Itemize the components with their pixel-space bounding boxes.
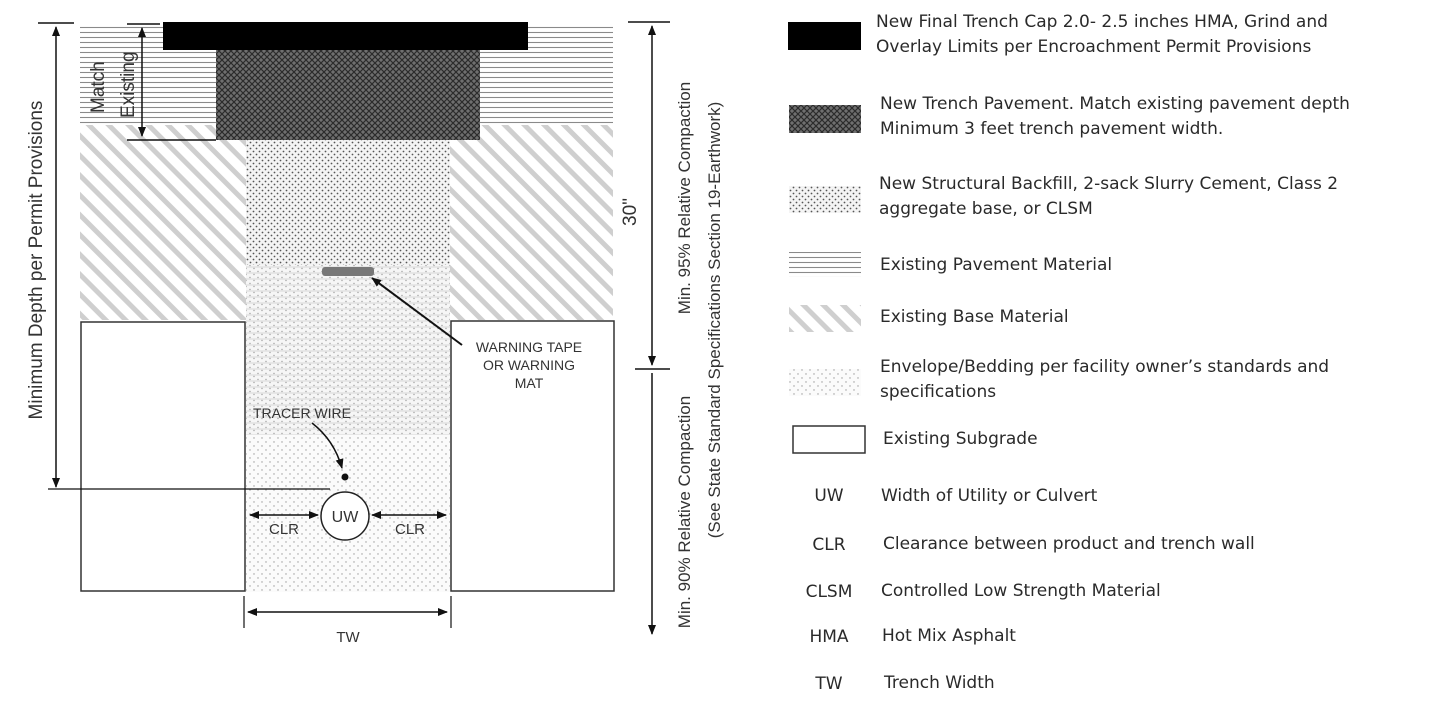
utility-pipe [320,491,370,541]
warning-tape [322,267,374,276]
tracer-wire-dot [341,473,349,481]
legend-swatch-existing-pavement [789,252,861,277]
existing-subgrade-right [450,320,615,592]
new-trench-pavement [216,50,480,140]
existing-base-left [80,125,246,320]
existing-base-right [450,125,613,320]
warning-line1: WARNING TAPE [476,339,582,355]
spec-note-label: (See State Standard Specifications Secti… [705,102,724,539]
legend-swatch-structural-backfill [789,186,861,213]
tw-label: TW [336,629,360,646]
uw-label: UW [332,509,360,526]
legend-swatch-subgrade [792,425,866,454]
existing-label: Existing [118,51,139,118]
clr-right-label: CLR [395,521,425,538]
match-label: Match [88,61,109,113]
compaction-90-label: Min. 90% Relative Compaction [675,396,694,628]
legend-swatch-existing-base [789,305,861,332]
tracer-wire-label: TRACER WIRE [253,405,351,421]
warning-line2: OR WARNING [483,357,575,373]
compaction-95-label: Min. 95% Relative Compaction [675,82,694,314]
clr-left-label: CLR [269,521,299,538]
existing-subgrade-left [80,321,246,592]
legend-swatch-final-cap [788,22,861,50]
backfill-lower [246,265,450,435]
structural-backfill [246,140,450,265]
warning-line3: MAT [515,375,544,391]
legend-swatch-envelope [789,369,861,396]
dim-30-label: 30" [620,198,641,226]
min-depth-label: Minimum Depth per Permit Provisions [26,101,47,420]
legend-swatch-trench-pavement [789,105,861,133]
warning-tape-leader [371,277,463,346]
tracer-wire-leader [311,422,344,469]
final-trench-cap [163,22,528,50]
